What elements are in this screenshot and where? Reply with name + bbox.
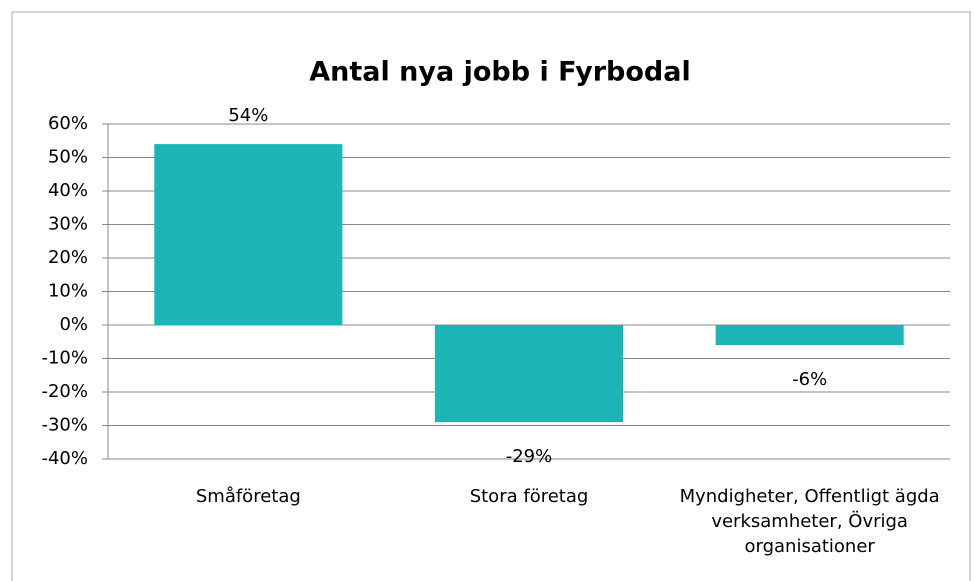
y-tick-label: 50% bbox=[48, 147, 88, 168]
x-tick-label: Småföretag bbox=[195, 486, 301, 507]
data-label: -29% bbox=[506, 446, 553, 467]
y-tick-label: 0% bbox=[59, 314, 88, 335]
y-tick-label: 40% bbox=[48, 180, 88, 201]
bar bbox=[715, 325, 904, 346]
data-label: 54% bbox=[228, 105, 268, 126]
x-tick-label: Myndigheter, Offentligt ägda verksamhete… bbox=[679, 486, 940, 557]
y-tick-label: 30% bbox=[48, 214, 88, 235]
y-tick-label: -10% bbox=[41, 348, 88, 369]
bar bbox=[154, 144, 343, 325]
bar bbox=[434, 325, 624, 423]
chart-title: Antal nya jobb i Fyrbodal bbox=[309, 57, 690, 88]
data-label: -6% bbox=[792, 369, 827, 390]
y-tick-label: -20% bbox=[41, 381, 88, 402]
y-tick-label: 10% bbox=[48, 281, 88, 302]
y-tick-label: 60% bbox=[48, 113, 88, 134]
x-tick-label: Stora företag bbox=[469, 486, 589, 507]
y-tick-label: -40% bbox=[41, 448, 88, 469]
y-tick-label: 20% bbox=[48, 247, 88, 268]
y-tick-label: -30% bbox=[41, 415, 88, 436]
